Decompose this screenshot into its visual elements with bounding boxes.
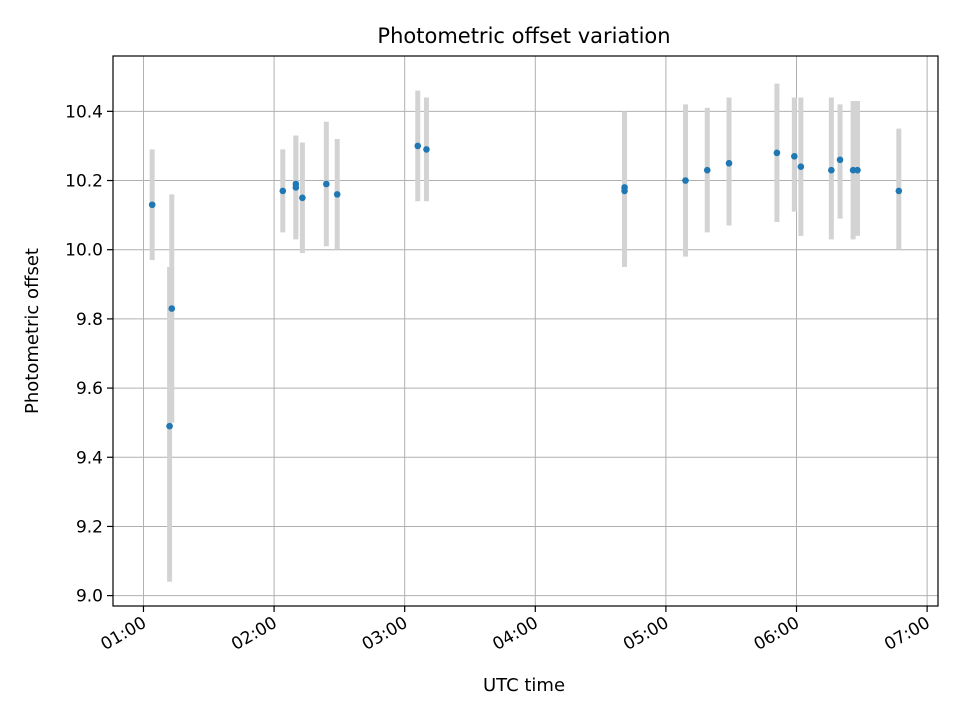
data-point xyxy=(828,166,835,174)
y-tick-label: 9.4 xyxy=(76,448,103,468)
data-point xyxy=(168,305,176,312)
data-point xyxy=(773,149,781,157)
y-tick-label: 9.6 xyxy=(76,379,103,399)
data-point xyxy=(791,153,798,160)
data-points xyxy=(148,142,903,430)
data-point xyxy=(836,156,844,164)
data-point xyxy=(725,159,733,167)
plot-frame xyxy=(112,55,939,607)
data-point xyxy=(292,180,300,188)
y-tick-label: 9.8 xyxy=(76,310,103,330)
chart-title: Photometric offset variation xyxy=(377,24,670,48)
data-point xyxy=(797,163,805,170)
data-point xyxy=(299,194,306,202)
data-point xyxy=(323,180,330,188)
y-tick-label: 10.0 xyxy=(65,241,103,261)
data-point xyxy=(148,201,156,209)
data-point xyxy=(166,422,173,430)
y-axis: 9.0 9.2 9.4 9.6 9.8 10.0 10.2 10.4 xyxy=(65,102,113,607)
data-point xyxy=(333,191,341,198)
y-axis-label: Photometric offset xyxy=(22,248,43,414)
x-axis-label: UTC time xyxy=(483,675,565,696)
y-tick-label: 10.2 xyxy=(65,172,103,192)
data-point xyxy=(682,177,689,184)
data-point xyxy=(895,187,903,195)
data-point xyxy=(423,146,430,153)
y-tick-label: 9.0 xyxy=(76,587,103,607)
grid-lines xyxy=(113,56,938,606)
y-tick-label: 9.2 xyxy=(76,517,103,537)
data-point xyxy=(854,166,861,174)
data-point xyxy=(703,166,711,174)
data-point xyxy=(279,187,287,195)
y-tick-label: 10.4 xyxy=(65,102,103,122)
data-point xyxy=(621,187,628,195)
data-point xyxy=(414,142,422,150)
